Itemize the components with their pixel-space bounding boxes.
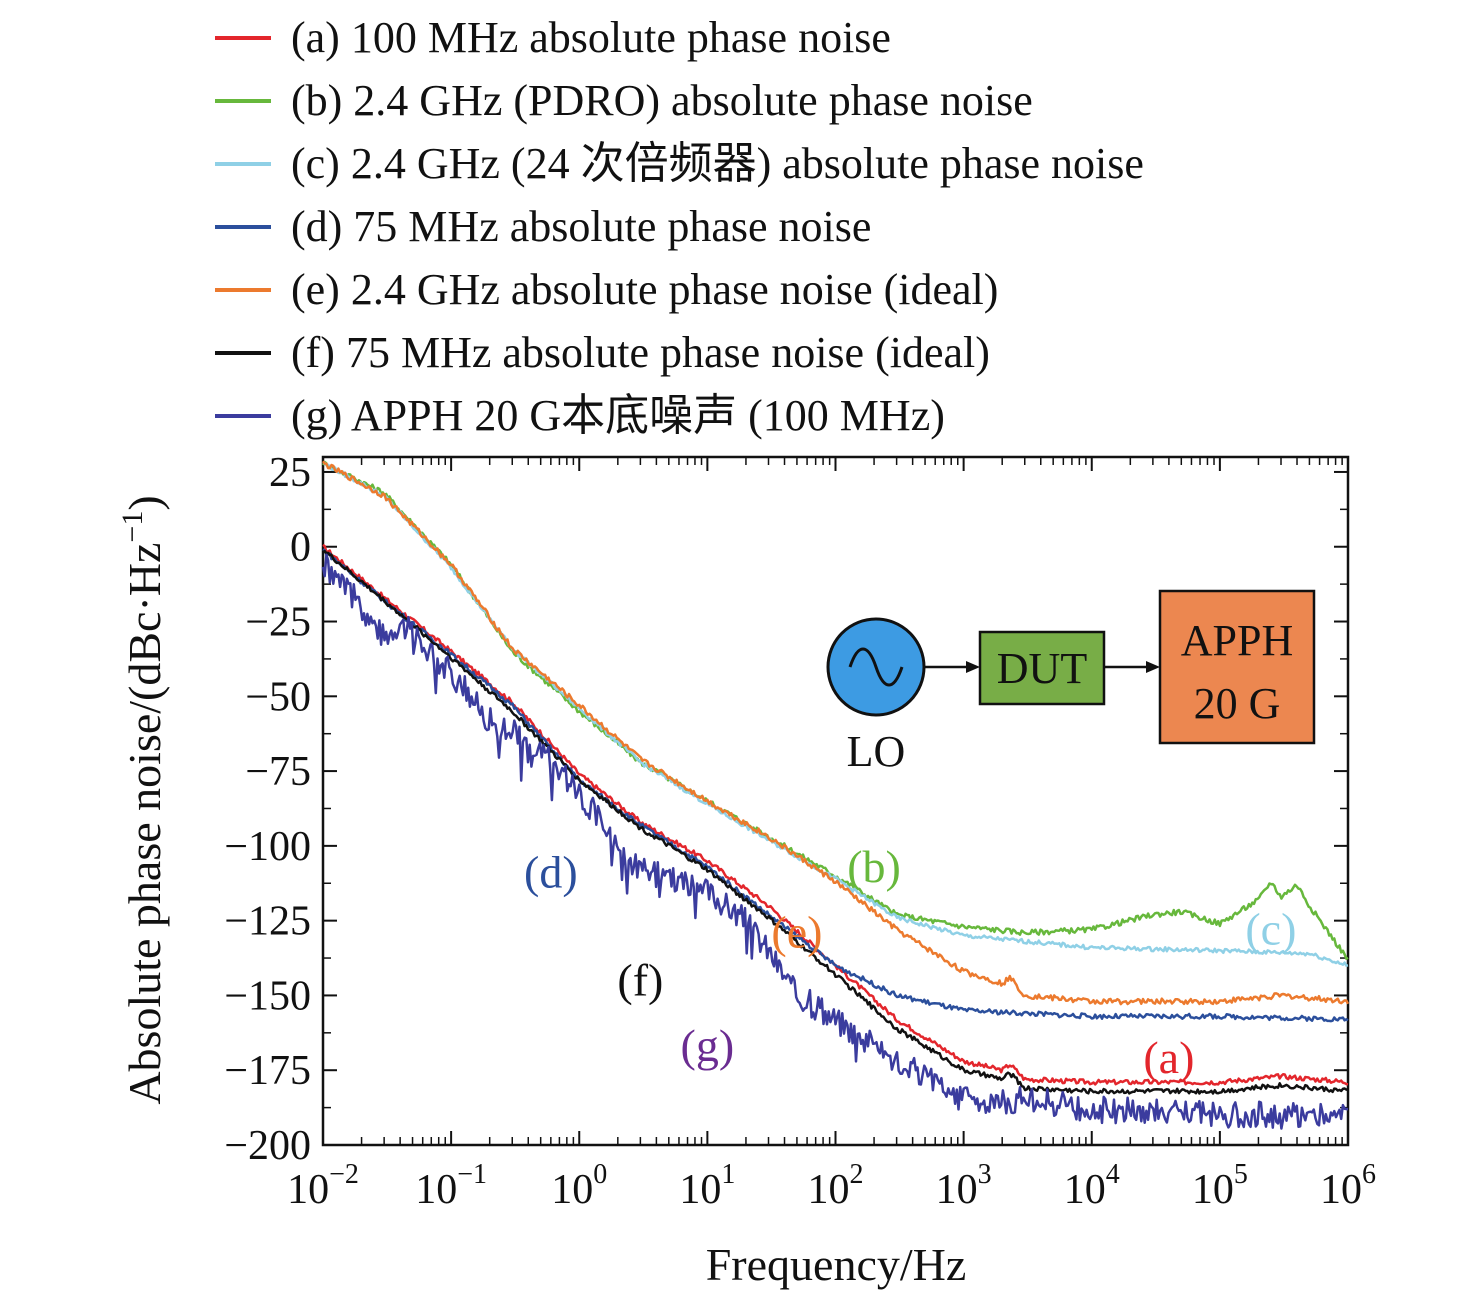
x-tick-label: 102 (808, 1159, 864, 1213)
series-annotations: (a) (b) (c) (d) (e) (f) (g) (524, 841, 1296, 1083)
legend-label: (g) APPH 20 G本底噪声 (100 MHz) (291, 390, 945, 440)
legend-label: (e) 2.4 GHz absolute phase noise (ideal) (291, 264, 999, 314)
legend-swatch (215, 350, 271, 355)
legend-item-f: (f) 75 MHz absolute phase noise (ideal) (215, 321, 1144, 384)
series-line-e (321, 460, 1350, 1006)
x-axis-title: Frequency/Hz (706, 1239, 967, 1290)
legend-swatch (215, 224, 271, 229)
analyzer-label-line2: 20 G (1194, 679, 1281, 728)
legend-label: (d) 75 MHz absolute phase noise (291, 201, 872, 251)
y-tick-label: −25 (245, 600, 311, 646)
legend-item-g: (g) APPH 20 G本底噪声 (100 MHz) (215, 384, 1144, 447)
annotation-e: (e) (771, 907, 822, 958)
annotation-b: (b) (847, 841, 901, 892)
annotation-d: (d) (524, 847, 578, 898)
axes (321, 455, 1350, 1147)
tick-labels: 10−2 10−1 100 101 102 103 104 105 106 25 0 −25 −50 −7… (224, 450, 1376, 1213)
y-tick-label: 0 (290, 525, 311, 571)
dut-box (978, 630, 1106, 706)
sine-wave-icon (848, 647, 904, 687)
legend-label: (f) 75 MHz absolute phase noise (ideal) (291, 327, 990, 377)
y-tick-label: −125 (224, 899, 311, 945)
series-line-g (321, 553, 1349, 1130)
x-tick-label: 105 (1192, 1159, 1248, 1213)
legend-swatch (215, 413, 271, 418)
legend-swatch (215, 35, 271, 40)
x-tick-label: 103 (936, 1159, 992, 1213)
legend-item-c: (c) 2.4 GHz (24 次倍频器) absolute phase noi… (215, 132, 1144, 195)
annotation-f: (f) (617, 954, 663, 1005)
y-tick-label: −75 (245, 749, 311, 795)
y-tick-label: −100 (224, 824, 311, 870)
legend-label: (b) 2.4 GHz (PDRO) absolute phase noise (291, 75, 1033, 125)
legend-label: (a) 100 MHz absolute phase noise (291, 12, 891, 62)
x-tick-label: 10−1 (415, 1159, 487, 1213)
y-tick-label: 25 (269, 450, 311, 496)
dut-label: DUT (997, 644, 1088, 693)
legend-swatch (215, 287, 271, 292)
x-tick-label: 100 (551, 1159, 607, 1213)
series-line-d (322, 548, 1349, 1023)
legend-label: (c) 2.4 GHz (24 次倍频器) absolute phase noi… (291, 138, 1144, 188)
analyzer-label-line1: APPH (1181, 616, 1294, 665)
arrowhead-icon (966, 661, 980, 673)
series-line-f (322, 549, 1349, 1095)
legend-swatch (215, 98, 271, 103)
legend: (a) 100 MHz absolute phase noise (b) 2.4 … (215, 6, 1144, 447)
measurement-setup-diagram: LO DUT APPH 20 G (826, 589, 1316, 776)
analyzer-box (1158, 589, 1316, 745)
x-tick-label: 101 (679, 1159, 735, 1213)
y-axis-title: Absolute phase noise/(dBc·Hz−1) (116, 495, 170, 1104)
series-lines (321, 460, 1350, 1130)
legend-item-e: (e) 2.4 GHz absolute phase noise (ideal) (215, 258, 1144, 321)
annotation-a: (a) (1143, 1032, 1194, 1083)
annotation-c: (c) (1245, 904, 1296, 955)
arrowhead-icon (1146, 661, 1160, 673)
annotation-g: (g) (681, 1020, 735, 1071)
legend-swatch (215, 161, 271, 166)
y-tick-label: −200 (224, 1123, 311, 1169)
y-tick-label: −150 (224, 973, 311, 1019)
y-tick-label: −50 (245, 674, 311, 720)
x-tick-label: 104 (1064, 1159, 1120, 1213)
legend-item-b: (b) 2.4 GHz (PDRO) absolute phase noise (215, 69, 1144, 132)
y-tick-label: −175 (224, 1048, 311, 1094)
legend-item-d: (d) 75 MHz absolute phase noise (215, 195, 1144, 258)
lo-label: LO (847, 727, 906, 776)
x-tick-label: 10−2 (287, 1159, 359, 1213)
x-tick-label: 106 (1320, 1159, 1376, 1213)
legend-item-a: (a) 100 MHz absolute phase noise (215, 6, 1144, 69)
